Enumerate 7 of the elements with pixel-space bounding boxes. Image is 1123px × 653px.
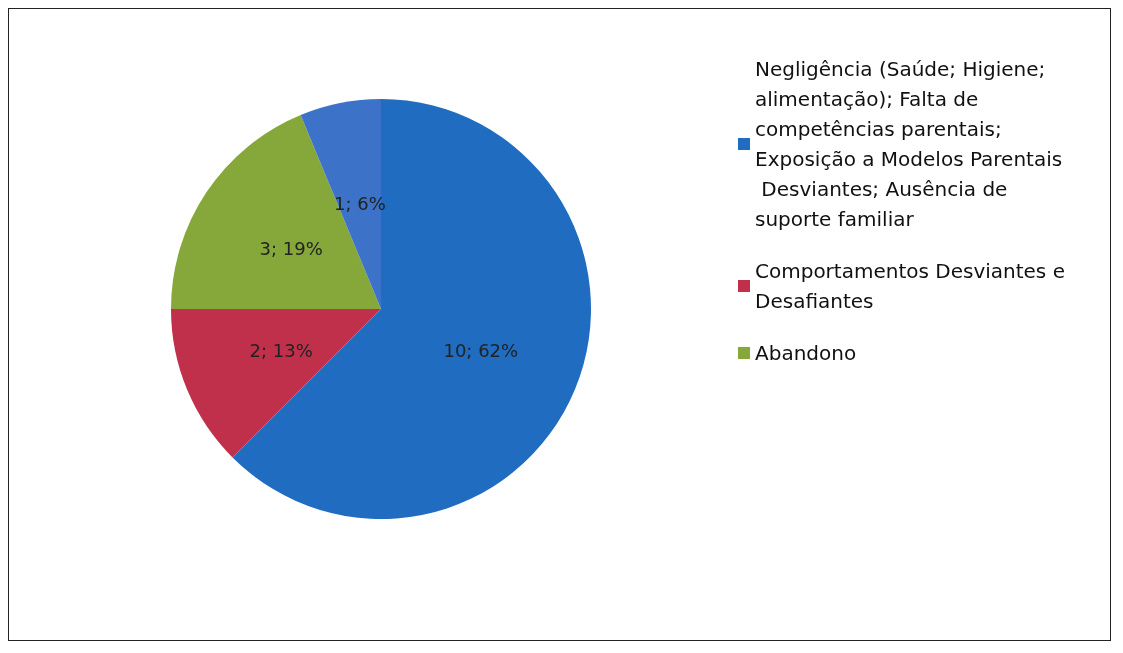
- data-label: 3; 19%: [259, 238, 323, 260]
- legend-label: Comportamentos Desviantes e Desafiantes: [755, 259, 1072, 313]
- data-label: 10; 62%: [443, 339, 519, 361]
- legend-label: Abandono: [755, 341, 857, 365]
- data-label: 2; 13%: [249, 339, 313, 361]
- data-label: 1; 6%: [334, 192, 386, 214]
- legend-label: Negligência (Saúde; Higiene; alimentação); Falta de competências parentais;Exposição a Modelos Parentais Desviantes; Ausência de suporte familiar: [755, 57, 1063, 231]
